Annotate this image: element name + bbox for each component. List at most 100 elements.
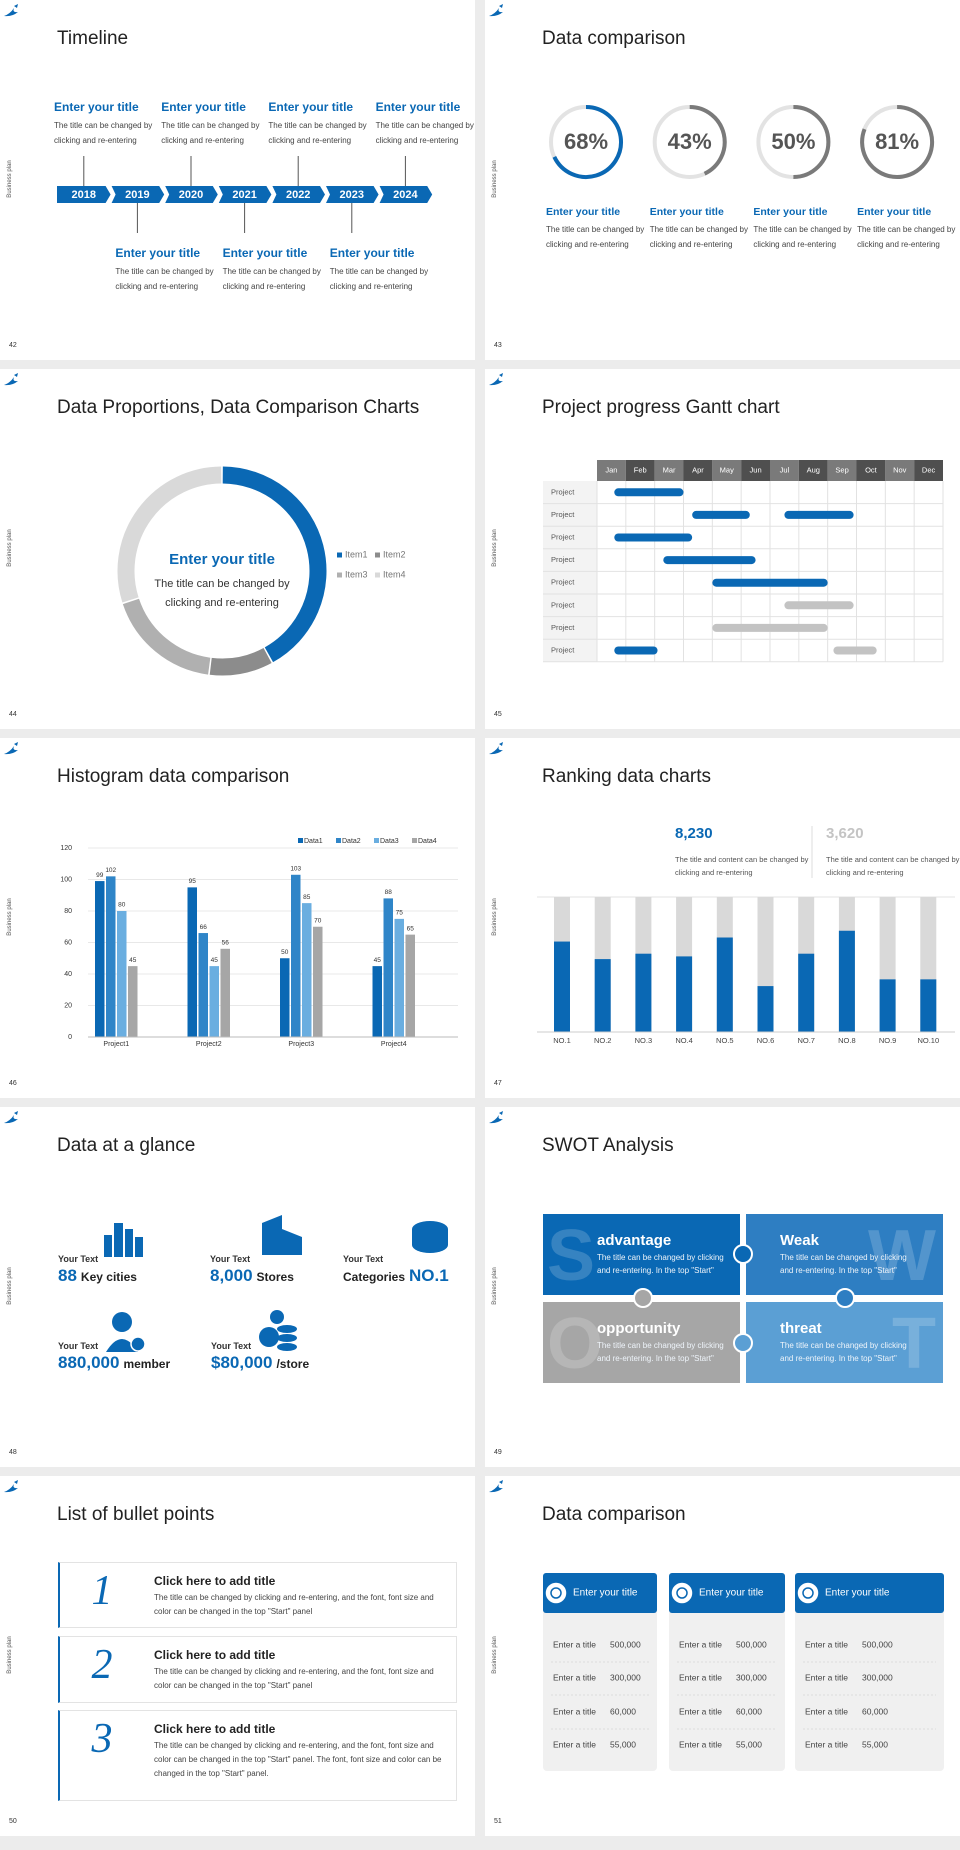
row-label: Enter a title (805, 1739, 848, 1749)
month-label: Jul (780, 465, 790, 474)
card-header (795, 1573, 944, 1613)
item-value: 88 (58, 1266, 77, 1285)
slide: 0 20 40 60 80 100 120 99 102 80 45 Project1 95 66 45 56… (0, 738, 475, 1098)
legend-swatch (412, 838, 417, 843)
side-label: Business plan (492, 160, 498, 198)
bar (757, 986, 774, 1032)
year-segment (326, 186, 379, 203)
year-segment (379, 186, 433, 203)
item-value: 880,000 (58, 1353, 120, 1372)
slide-title: Project progress Gantt chart (542, 397, 780, 418)
logo (4, 373, 18, 386)
value-label: 70 (314, 917, 322, 924)
row-value: 500,000 (610, 1639, 641, 1649)
item-text: The title can be changed by clicking and… (115, 267, 214, 291)
month-cell (885, 460, 915, 481)
value-label: 66 (200, 924, 208, 931)
legend-label: Data3 (380, 838, 399, 845)
slide-title: Data at a glance (57, 1135, 196, 1156)
card-title: Enter your title (699, 1588, 764, 1599)
value-label: 85 (303, 894, 311, 901)
item-text: The title can be changed by clicking and… (753, 225, 852, 249)
gantt-bar (784, 601, 854, 610)
year-segment (57, 186, 111, 203)
bar (676, 956, 693, 1032)
card-title: Enter your title (573, 1588, 638, 1599)
bar (798, 953, 815, 1032)
item-unit: Key cities (80, 1270, 137, 1284)
y-tick-label: 60 (64, 939, 72, 946)
item-label: Your Text (211, 1341, 252, 1351)
quadrant (746, 1214, 943, 1295)
icon (262, 1215, 302, 1255)
item-text: The title can be changed by clicking and… (161, 121, 260, 145)
slide: 68% 43% 50% 81% Data comparison Business plan… (485, 0, 960, 360)
item-text: The title can be changed by clicking and… (375, 121, 474, 145)
month-label: Oct (865, 465, 878, 474)
bar (106, 876, 116, 1037)
month-label: Jan (605, 465, 617, 474)
logo (489, 1111, 503, 1124)
row-value: 60,000 (862, 1706, 888, 1716)
page-number: 45 (494, 711, 502, 718)
month-label: Dec (922, 465, 936, 474)
slide-title: Data comparison (542, 28, 686, 49)
center-text: The title can be changed by clicking and… (154, 578, 290, 609)
stat-value: 3,620 (826, 825, 864, 842)
item-title: Enter your title (161, 100, 246, 114)
x-tick-label: NO.8 (838, 1036, 856, 1045)
quadrant-letter: W (868, 1216, 936, 1296)
month-label: Mar (663, 465, 676, 474)
bar (879, 979, 896, 1032)
value-label: 75 (396, 910, 404, 917)
slide: Data at a glance Business plan 48 Your Text… (0, 1107, 475, 1467)
side-label: Business plan (492, 898, 498, 936)
bar (394, 918, 404, 1037)
card-body (669, 1573, 785, 1771)
side-label: Business plan (7, 160, 13, 198)
card-icon (670, 1581, 694, 1605)
gantt-bar (663, 556, 756, 565)
x-tick-label: Project2 (196, 1041, 222, 1048)
icon (135, 1237, 143, 1257)
bar (405, 934, 415, 1037)
year-label: 2020 (179, 189, 203, 201)
legend-label: Item3 (345, 569, 368, 579)
quadrant-text: The title can be changed by clicking and… (780, 1253, 907, 1275)
value-label: 80 (118, 902, 126, 909)
row-label: Enter a title (553, 1706, 596, 1716)
ring-label: 50% (771, 129, 815, 154)
slide-title: Data Proportions, Data Comparison Charts (57, 397, 420, 418)
icon (412, 1237, 448, 1253)
value-label: 45 (211, 957, 219, 964)
row-value: 60,000 (610, 1706, 636, 1716)
month-label: Apr (692, 465, 704, 474)
card-header (669, 1573, 785, 1613)
legend-label: Item2 (383, 549, 406, 559)
slide-canvas: Enter your title Enter a title 500,000 Ente… (489, 1480, 944, 1771)
x-tick-label: NO.10 (917, 1036, 939, 1045)
card-icon (544, 1581, 568, 1605)
month-label: Sep (835, 465, 848, 474)
bullet-text: The title can be changed by clicking and… (154, 1593, 434, 1616)
icon (125, 1229, 133, 1257)
year-label: 2023 (340, 189, 364, 201)
quadrant-text: The title can be changed by clicking and… (597, 1341, 724, 1363)
y-tick-label: 120 (60, 845, 72, 852)
month-cell (914, 460, 943, 481)
slide-canvas (4, 1480, 18, 1493)
x-tick-label: NO.9 (879, 1036, 897, 1045)
quadrant (543, 1302, 740, 1383)
icon (106, 1339, 138, 1352)
y-tick-label: 20 (64, 1002, 72, 1009)
y-tick-label: 80 (64, 908, 72, 915)
row-label: Project (551, 623, 575, 632)
item-text: The title can be changed by clicking and… (857, 225, 956, 249)
side-label: Business plan (492, 529, 498, 567)
bullet-number: 2 (91, 1642, 113, 1688)
slide: NO.1 NO.2 NO.3 NO.4 NO.5 NO.6 NO.7 NO.8 NO.9 NO.1… (485, 738, 960, 1098)
slide-title: Ranking data charts (542, 766, 711, 787)
center-title: Enter your title (169, 551, 275, 568)
donut-segment (117, 466, 222, 603)
card-icon (802, 1587, 814, 1599)
